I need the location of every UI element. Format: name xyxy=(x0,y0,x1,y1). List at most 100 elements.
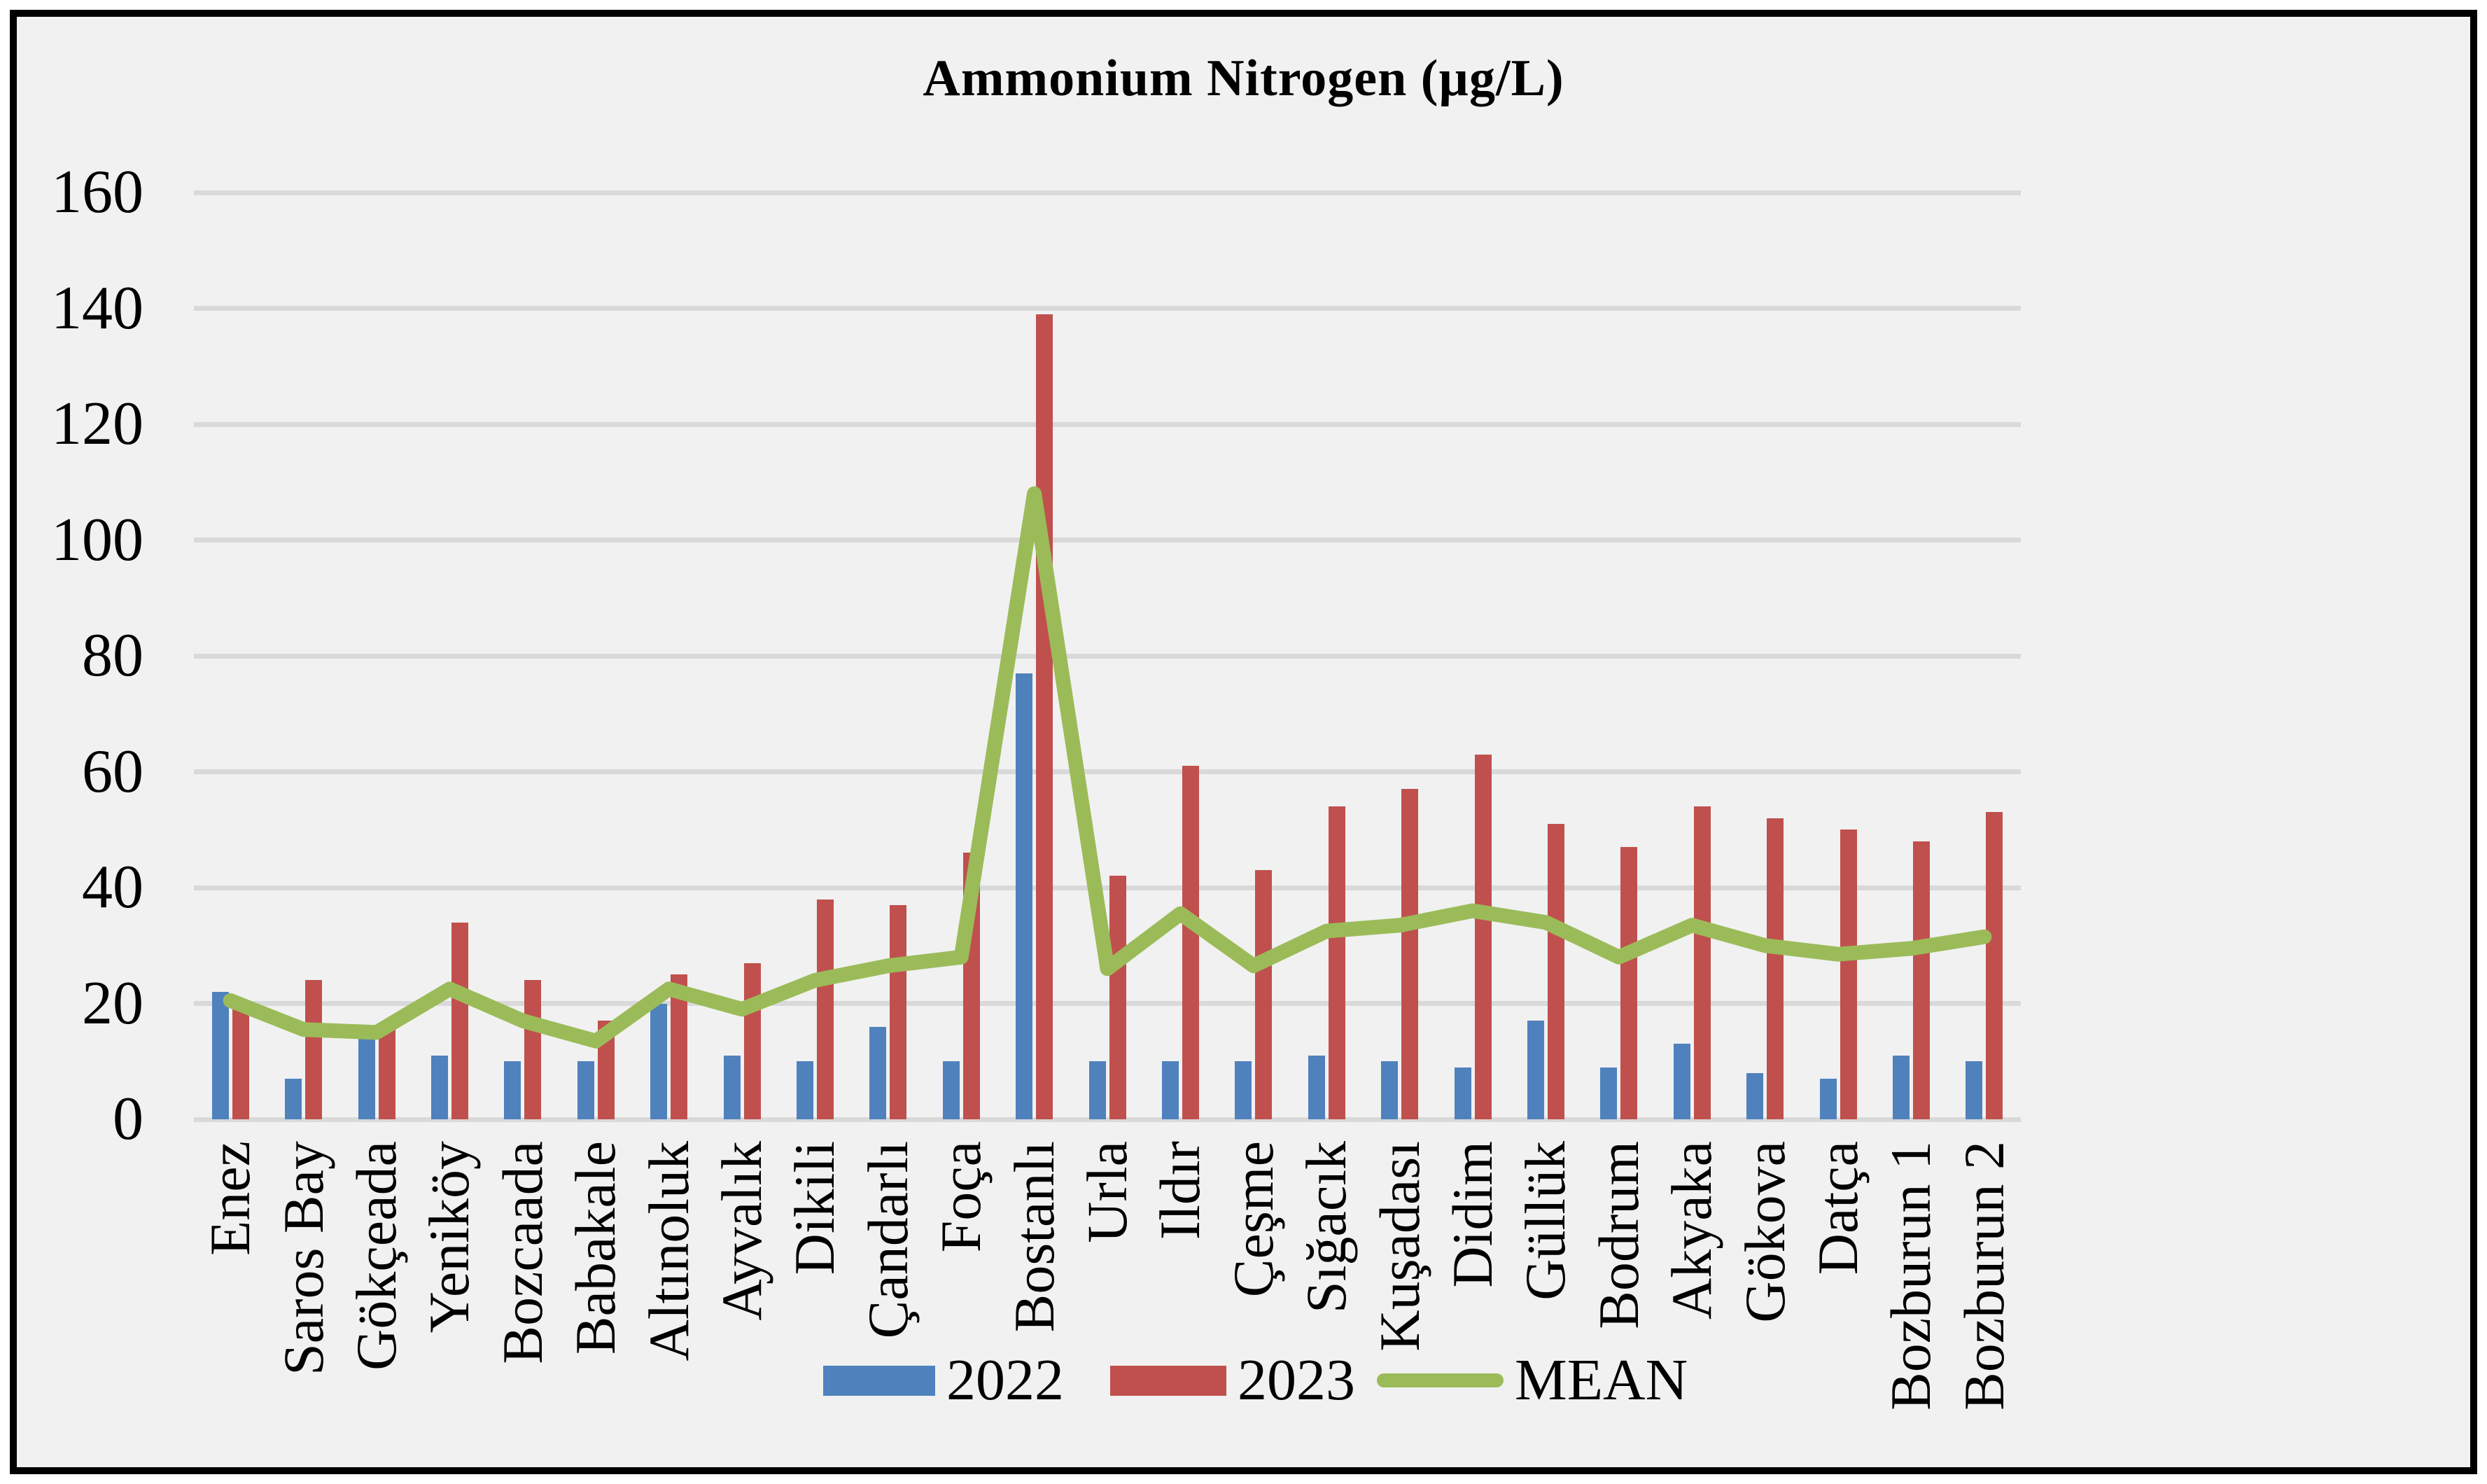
gridline xyxy=(194,1116,2021,1122)
x-axis-label-Akyaka: Akyaka xyxy=(1660,1141,1724,1320)
bar-2023-Bostanlı xyxy=(1036,314,1053,1119)
bar-2022-Akyaka xyxy=(1673,1044,1690,1119)
bar-2022-Foça xyxy=(942,1061,960,1119)
x-axis-label-Ayvalık: Ayvalık xyxy=(710,1141,773,1321)
gridline xyxy=(194,306,2021,311)
gridline xyxy=(194,769,2021,774)
legend-swatch-mean xyxy=(1377,1373,1504,1387)
bar-2022-Bodrum xyxy=(1600,1067,1618,1119)
bar-2022-Didim xyxy=(1454,1067,1471,1119)
x-axis-label-Bodrum: Bodrum xyxy=(1586,1141,1651,1329)
bar-2022-Sığacık xyxy=(1308,1055,1325,1119)
bar-2022-Gökova xyxy=(1746,1072,1764,1119)
bar-2022-Saros Bay xyxy=(285,1079,302,1119)
y-axis-label: 160 xyxy=(51,158,143,226)
legend-item-2023: 2023 xyxy=(1110,1351,1355,1410)
x-axis-label-Ildır: Ildır xyxy=(1148,1141,1212,1240)
bar-2023-Çeşme xyxy=(1255,870,1273,1119)
bar-2022-Enez xyxy=(211,991,229,1119)
bar-2023-Datça xyxy=(1840,830,1857,1119)
x-axis-label-Enez: Enez xyxy=(198,1141,262,1256)
bar-2023-Akyaka xyxy=(1693,806,1711,1119)
mean-line xyxy=(223,486,1992,1049)
x-axis-label-Datça: Datça xyxy=(1806,1141,1870,1275)
bar-2022-Ayvalık xyxy=(723,1055,741,1119)
chart-title: Ammonium Nitrogen (µg/L) xyxy=(923,50,1564,107)
bar-2022-Bostanlı xyxy=(1016,673,1033,1119)
bar-2022-Urla xyxy=(1088,1061,1106,1119)
bar-2022-Dikili xyxy=(796,1061,813,1119)
bar-2022-Çeşme xyxy=(1235,1061,1252,1119)
x-axis-label-Sığacık: Sığacık xyxy=(1294,1141,1359,1313)
mean-line-path xyxy=(223,486,1992,1049)
y-axis-label: 60 xyxy=(82,737,143,806)
bar-2023-Gökçeada xyxy=(378,1026,395,1119)
bar-2023-Bodrum xyxy=(1620,847,1638,1119)
y-axis-label: 140 xyxy=(51,274,143,342)
bar-2022-Bozcaada xyxy=(504,1061,521,1119)
legend-item-mean: MEAN xyxy=(1377,1348,1688,1413)
x-axis-label-Kuşadası: Kuşadası xyxy=(1367,1141,1431,1352)
bar-2022-Babakale xyxy=(577,1061,594,1119)
gridline xyxy=(194,421,2021,427)
y-axis-label: 120 xyxy=(51,390,143,458)
bar-2022-Bozburun 1 xyxy=(1892,1055,1910,1119)
bar-2023-Gökova xyxy=(1767,818,1784,1119)
bar-2022-Bozburun 2 xyxy=(1966,1061,1983,1119)
x-axis-label-Çeşme: Çeşme xyxy=(1221,1141,1285,1298)
x-axis-label-Bozburun 1: Bozburun 1 xyxy=(1879,1141,1943,1410)
bar-2023-Urla xyxy=(1109,876,1126,1119)
x-axis-label-Gökova: Gökova xyxy=(1732,1141,1797,1323)
bar-2023-Bozburun 1 xyxy=(1912,841,1930,1119)
legend-item-2022: 2022 xyxy=(823,1348,1064,1413)
chart-frame xyxy=(10,10,2477,1474)
legend-label-2022: 2022 xyxy=(946,1348,1064,1413)
y-axis-label: 80 xyxy=(82,622,143,690)
bar-2023-Ayvalık xyxy=(743,962,761,1119)
bar-2023-Bozburun 2 xyxy=(1986,812,2003,1119)
x-axis-label-Bozcaada: Bozcaada xyxy=(490,1141,554,1364)
x-axis-label-Altınoluk: Altınoluk xyxy=(636,1141,701,1362)
bar-2023-Bozcaada xyxy=(524,980,542,1119)
legend-swatch-2023 xyxy=(1110,1365,1226,1396)
bar-2023-Sığacık xyxy=(1328,806,1345,1119)
bar-2022-Yeniköy xyxy=(430,1055,448,1119)
gridline xyxy=(194,885,2021,890)
bar-2023-Ildır xyxy=(1182,766,1199,1119)
bar-2022-Çandarlı xyxy=(869,1026,887,1119)
x-axis-label-Saros Bay: Saros Bay xyxy=(271,1141,335,1376)
bar-2023-Kuşadası xyxy=(1401,789,1419,1119)
x-axis-label-Bozburun 2: Bozburun 2 xyxy=(1952,1141,2016,1410)
gridline xyxy=(194,653,2021,659)
bar-2023-Didim xyxy=(1474,754,1492,1119)
bar-2023-Saros Bay xyxy=(305,980,323,1119)
y-axis-label: 0 xyxy=(113,1085,143,1153)
bar-2022-Ildır xyxy=(1161,1061,1179,1119)
y-axis-label: 100 xyxy=(51,505,143,574)
x-axis-label-Yeniköy: Yeniköy xyxy=(417,1141,482,1334)
bar-2023-Enez xyxy=(232,1009,249,1119)
x-axis-label-Güllük: Güllük xyxy=(1513,1141,1578,1301)
x-axis-label-Dikili: Dikili xyxy=(783,1141,847,1275)
x-axis-label-Bostanlı: Bostanlı xyxy=(1002,1141,1066,1333)
bar-2022-Datça xyxy=(1819,1079,1837,1119)
x-axis-label-Didim: Didim xyxy=(1441,1141,1504,1288)
x-axis-label-Babakale: Babakale xyxy=(563,1141,628,1355)
bar-2023-Yeniköy xyxy=(451,922,468,1119)
bar-2022-Kuşadası xyxy=(1381,1061,1399,1119)
x-axis-label-Foça: Foça xyxy=(929,1141,993,1253)
legend-label-mean: MEAN xyxy=(1515,1348,1688,1413)
x-axis-label-Çandarlı: Çandarlı xyxy=(855,1141,920,1339)
bar-2022-Güllük xyxy=(1527,1021,1544,1119)
gridline xyxy=(194,190,2021,195)
bar-2023-Dikili xyxy=(816,899,834,1119)
bar-2022-Gökçeada xyxy=(358,1038,375,1119)
gridline xyxy=(194,538,2021,542)
legend-swatch-2022 xyxy=(823,1365,935,1396)
bar-2023-Çandarlı xyxy=(890,904,907,1119)
y-axis-label: 40 xyxy=(82,853,143,921)
bar-2022-Altınoluk xyxy=(650,1003,668,1119)
x-axis-label-Urla: Urla xyxy=(1075,1141,1139,1243)
x-axis-label-Gökçeada: Gökçeada xyxy=(344,1141,408,1371)
